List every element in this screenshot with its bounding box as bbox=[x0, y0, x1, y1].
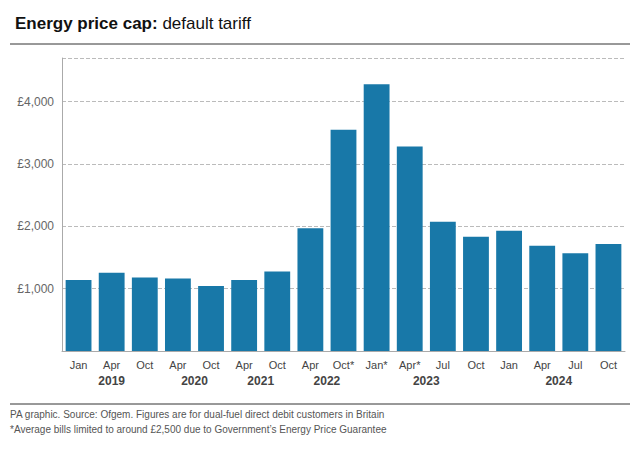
svg-text:*Average bills limited to arou: *Average bills limited to around £2,500 … bbox=[10, 424, 387, 435]
svg-text:2020: 2020 bbox=[181, 374, 208, 388]
svg-text:Oct*: Oct* bbox=[333, 359, 355, 371]
svg-text:Jul: Jul bbox=[436, 359, 450, 371]
svg-text:Oct: Oct bbox=[467, 359, 484, 371]
svg-text:£2,000: £2,000 bbox=[17, 219, 54, 233]
svg-text:Jan: Jan bbox=[70, 359, 88, 371]
svg-text:£1,000: £1,000 bbox=[17, 282, 54, 296]
svg-text:2023: 2023 bbox=[413, 374, 440, 388]
svg-text:Jan*: Jan* bbox=[366, 359, 389, 371]
svg-text:Jan: Jan bbox=[500, 359, 518, 371]
svg-text:Jul: Jul bbox=[568, 359, 582, 371]
svg-text:Oct: Oct bbox=[600, 359, 617, 371]
svg-text:Energy price cap:: Energy price cap: bbox=[15, 14, 158, 33]
svg-text:£3,000: £3,000 bbox=[17, 157, 54, 171]
svg-text:2019: 2019 bbox=[98, 374, 125, 388]
svg-text:2021: 2021 bbox=[247, 374, 274, 388]
svg-text:Apr: Apr bbox=[103, 359, 120, 371]
svg-text:2022: 2022 bbox=[314, 374, 341, 388]
svg-text:Apr*: Apr* bbox=[399, 359, 421, 371]
svg-text:Apr: Apr bbox=[236, 359, 253, 371]
svg-text:Oct: Oct bbox=[269, 359, 286, 371]
svg-text:£4,000: £4,000 bbox=[17, 95, 54, 109]
svg-text:Oct: Oct bbox=[136, 359, 153, 371]
svg-text:Apr: Apr bbox=[302, 359, 319, 371]
svg-text:default tariff: default tariff bbox=[158, 14, 252, 33]
svg-text:Oct: Oct bbox=[202, 359, 219, 371]
svg-text:Apr: Apr bbox=[534, 359, 551, 371]
svg-text:PA graphic. Source: Ofgem. Fig: PA graphic. Source: Ofgem. Figures are f… bbox=[10, 409, 384, 420]
svg-text:Apr: Apr bbox=[169, 359, 186, 371]
svg-text:2024: 2024 bbox=[545, 374, 572, 388]
